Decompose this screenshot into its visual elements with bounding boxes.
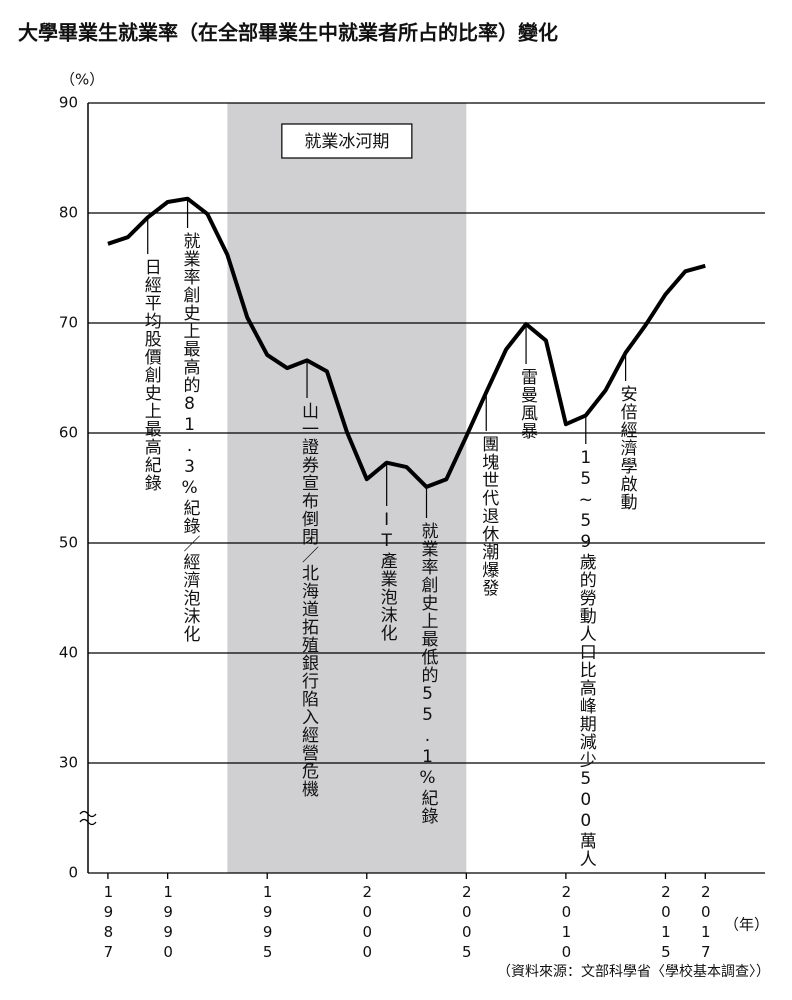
y-tick-label: 0: [68, 864, 78, 882]
x-tick-label: 1990: [159, 883, 177, 963]
span-label-box: [281, 123, 413, 159]
x-tick-label: 2010: [557, 883, 575, 963]
y-tick-label: 60: [59, 424, 78, 442]
y-tick-label: 30: [59, 754, 78, 772]
annotation: 團塊世代退休潮爆發: [478, 435, 499, 597]
x-tick-label: 2017: [697, 883, 715, 963]
annotation: IT產業泡沫化: [377, 510, 398, 642]
x-tick-label: 2005: [458, 883, 476, 963]
annotation: 日經平均股價創史上最高紀錄: [141, 258, 162, 492]
annotation: 安倍經濟學啟動: [617, 385, 638, 511]
y-tick-label: 80: [59, 204, 78, 222]
x-tick-label: 1995: [259, 883, 277, 963]
axis-break: [79, 810, 97, 826]
y-tick-label: 40: [59, 644, 78, 662]
annotation: 就業率創史上最高的81.3%紀錄／經濟泡沫化: [180, 232, 201, 643]
y-tick-label: 50: [59, 534, 78, 552]
annotation: 山一證券宣布倒閉／北海道拓殖銀行陷入經營危機: [298, 402, 319, 798]
x-unit: （年）: [724, 916, 769, 934]
annotation: 就業率創史上最低的55.1%紀錄: [418, 522, 439, 825]
x-tick-label: 2015: [657, 883, 675, 963]
x-tick-label: 2000: [358, 883, 376, 963]
annotation: 雷曼風暴: [517, 368, 538, 440]
span-label: 就業冰河期: [304, 132, 389, 152]
x-tick-label: 1987: [99, 883, 117, 963]
y-unit: （%）: [60, 71, 104, 89]
chart-title: 大學畢業生就業率（在全部畢業生中就業者所占的比率）變化: [18, 21, 558, 45]
y-tick-label: 90: [59, 94, 78, 112]
source: （資料來源：文部科學省〈學校基本調查〉）: [497, 963, 770, 980]
line: [107, 196, 706, 489]
y-tick-label: 70: [59, 314, 78, 332]
annotation: 15~59歲的勞動人口比高峰期減少500萬人: [576, 448, 597, 868]
